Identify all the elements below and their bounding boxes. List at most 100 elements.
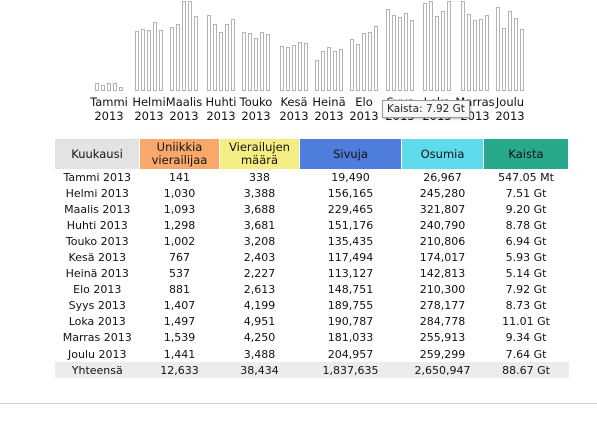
chart-month-year: 2013 (134, 109, 164, 123)
chart-month-name: Helmi (132, 95, 166, 109)
table-row: Loka 2013 1,497 4,951 190,787 284,778 11.01 G… (55, 314, 569, 330)
cell-hits: 284,778 (419, 315, 466, 329)
cell-month: Heinä 2013 (65, 267, 129, 281)
cell-bandwidth: 8.78 Gt (505, 218, 547, 232)
chart-bar (231, 19, 235, 91)
chart-month-label: Helmi 2013 (123, 95, 175, 123)
chart-bar (304, 43, 308, 91)
chart-bar (207, 15, 211, 91)
cell-month: Helmi 2013 (65, 186, 129, 200)
table-row: Syys 2013 1,407 4,199 189,755 278,177 8.73 Gt (55, 298, 569, 314)
chart-month-year: 2013 (349, 109, 379, 123)
column-header-bandwidth: Kaista (483, 139, 569, 169)
cell-unique-visitors: 1,093 (163, 202, 196, 216)
table-total-row: Yhteensä 12,633 38,434 1,837,635 2,650,947 88… (55, 362, 569, 379)
cell-unique-visitors: 1,539 (163, 331, 196, 345)
table-row: Joulu 2013 1,441 3,488 204,957 259,299 7.64 G… (55, 346, 569, 362)
chart-bar (333, 51, 337, 91)
chart-month-label: Heinä 2013 (303, 95, 355, 123)
chart-bar (496, 7, 500, 91)
cell-month: Tammi 2013 (63, 170, 132, 184)
column-header-pages: Sivuja (299, 139, 402, 169)
cell-bandwidth-total: 88.67 Gt (483, 362, 569, 379)
cell-pages: 117,494 (327, 251, 374, 265)
chart-bar (429, 1, 433, 91)
chart-bar (374, 26, 378, 91)
chart-tooltip: Kaista: 7.92 Gt (382, 100, 470, 118)
chart-bar (398, 17, 402, 91)
monthly-bar-chart: Tammi 2013 Helmi 2013 Maalis 2013 Huhti 2013 Tou… (0, 0, 597, 130)
cell-pages: 190,787 (327, 315, 374, 329)
cell-unique-visitors: 141 (169, 170, 190, 184)
cell-hits: 278,177 (419, 299, 466, 313)
cell-pages: 135,435 (327, 234, 374, 248)
cell-month-total: Yhteensä (55, 362, 140, 379)
cell-visits-total: 38,434 (219, 362, 300, 379)
cell-hits: 210,300 (419, 283, 466, 297)
cell-pages: 148,751 (327, 283, 374, 297)
table-body: Tammi 2013 141 338 19,490 26,967 547.05 Mt Hel… (55, 169, 569, 379)
chart-bar (266, 34, 270, 91)
cell-visits: 4,951 (243, 315, 276, 329)
cell-pages: 204,957 (327, 347, 374, 361)
chart-month-year: 2013 (206, 109, 236, 123)
chart-bar (286, 47, 290, 91)
cell-bandwidth: 11.01 Gt (502, 315, 550, 329)
cell-bandwidth: 9.20 Gt (505, 202, 547, 216)
table-row: Marras 2013 1,539 4,250 181,033 255,913 9.34 … (55, 330, 569, 346)
cell-unique-visitors: 537 (169, 267, 190, 281)
cell-bandwidth: 5.93 Gt (505, 251, 547, 265)
chart-bar (520, 29, 524, 91)
chart-bar (315, 60, 319, 91)
chart-bar (508, 11, 512, 91)
chart-bar (292, 45, 296, 91)
chart-bar (153, 22, 157, 91)
cell-unique-visitors: 881 (169, 283, 190, 297)
cell-unique-visitors-total: 12,633 (139, 362, 220, 379)
cell-unique-visitors: 1,298 (163, 218, 196, 232)
chart-bar (321, 51, 325, 91)
cell-bandwidth: 9.34 Gt (505, 331, 547, 345)
chart-bar (485, 15, 489, 91)
table-row: Huhti 2013 1,298 3,681 151,176 240,790 8.78 G… (55, 217, 569, 233)
cell-visits: 3,681 (243, 218, 276, 232)
cell-bandwidth: 7.51 Gt (505, 186, 547, 200)
cell-unique-visitors: 1,441 (163, 347, 196, 361)
chart-bar (101, 85, 105, 91)
chart-bar (423, 3, 427, 91)
chart-month-name: Huhti (205, 95, 237, 109)
chart-bar (107, 83, 111, 91)
cell-visits: 2,227 (243, 267, 276, 281)
chart-month-name: Joulu (495, 95, 525, 109)
chart-bar (135, 31, 139, 91)
chart-month-label: Maalis 2013 (158, 95, 210, 123)
chart-month-label: Joulu 2013 (484, 95, 536, 123)
chart-bar (514, 18, 518, 91)
chart-month-label: Touko 2013 (230, 95, 282, 123)
chart-bar (502, 28, 506, 91)
chart-bar (254, 38, 258, 91)
divider (0, 403, 597, 404)
chart-bar (356, 44, 360, 91)
cell-pages: 19,490 (331, 170, 370, 184)
chart-bar (113, 83, 117, 91)
cell-visits: 4,250 (243, 331, 276, 345)
cell-visits: 3,488 (243, 347, 276, 361)
cell-hits: 255,913 (419, 331, 466, 345)
cell-pages: 189,755 (327, 299, 374, 313)
cell-hits: 259,299 (419, 347, 466, 361)
cell-visits: 3,388 (243, 186, 276, 200)
chart-bar (248, 33, 252, 91)
cell-hits: 142,813 (419, 267, 466, 281)
cell-bandwidth: 7.92 Gt (505, 283, 547, 297)
column-header-month: Kuukausi (55, 139, 140, 169)
chart-month-year: 2013 (241, 109, 271, 123)
chart-month-year: 2013 (169, 109, 199, 123)
chart-month-year: 2013 (279, 109, 309, 123)
cell-month: Loka 2013 (68, 315, 126, 329)
table-row: Elo 2013 881 2,613 148,751 210,300 7.92 Gt (55, 282, 569, 298)
cell-month: Kesä 2013 (68, 251, 126, 265)
cell-pages-total: 1,837,635 (299, 362, 402, 379)
cell-unique-visitors: 1,002 (163, 234, 196, 248)
column-header-hits: Osumia (401, 139, 484, 169)
